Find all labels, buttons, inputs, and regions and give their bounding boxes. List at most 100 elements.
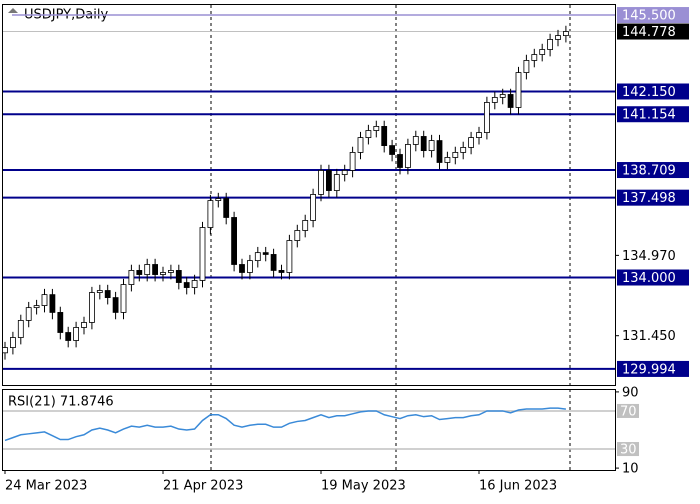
candle-body	[563, 31, 569, 36]
candle-body	[49, 294, 56, 313]
current-price-label: 144.778	[622, 25, 676, 40]
level-label: 138.709	[622, 164, 676, 179]
candle-body	[2, 347, 8, 354]
candle-body	[246, 260, 253, 273]
rsi-level-label: 30	[620, 443, 637, 458]
candle-body	[333, 174, 340, 191]
candle-body	[223, 198, 230, 218]
resistance-label-box	[617, 7, 689, 24]
candle-body	[373, 126, 380, 131]
candle-body	[136, 270, 143, 275]
level-label-box	[617, 269, 689, 286]
x-tick-label: 21 Apr 2023	[163, 479, 243, 494]
candle-body	[57, 312, 64, 333]
level-label: 134.000	[622, 271, 676, 286]
candle-body	[65, 332, 72, 341]
candle-body	[531, 54, 538, 61]
candle-body	[144, 264, 151, 275]
rsi-level-label: 70	[620, 404, 637, 419]
candle-body	[325, 170, 332, 191]
candle-body	[294, 230, 301, 241]
candle-body	[436, 140, 443, 163]
candle-body	[175, 270, 182, 283]
candle-body	[17, 320, 24, 338]
candle-body	[120, 284, 127, 313]
candle-body	[539, 49, 546, 55]
candle-body	[318, 170, 324, 195]
candle-body	[199, 227, 206, 281]
candle-body	[499, 94, 506, 98]
candle-body	[128, 270, 135, 285]
y-tick-label: 131.450	[622, 329, 676, 344]
candle-body	[420, 136, 427, 152]
level-label: 129.994	[622, 362, 676, 377]
candle-body	[397, 154, 403, 168]
candle-body	[286, 240, 293, 273]
candle-body	[231, 217, 238, 265]
candle-body	[404, 144, 411, 168]
price-panel	[2, 4, 616, 386]
candle-body	[491, 97, 498, 103]
level-label-box	[617, 83, 689, 100]
resistance-label: 145.500	[622, 9, 676, 24]
candle-body	[152, 264, 159, 275]
candle-body	[41, 294, 48, 306]
candle-body	[547, 39, 553, 50]
rsi-tick-label: 10	[622, 462, 639, 477]
rsi-label: RSI(21) 71.8746	[8, 395, 114, 410]
candle-body	[167, 270, 174, 273]
candle-body	[25, 307, 32, 321]
y-tick-label: 134.970	[622, 249, 676, 264]
rsi-level-box	[617, 442, 639, 457]
level-label: 137.498	[622, 191, 676, 206]
candle-body	[310, 194, 317, 221]
candle-body	[270, 254, 277, 271]
candle-body	[483, 102, 490, 133]
candle-body	[302, 220, 309, 231]
candle-body	[191, 280, 198, 288]
candle-body	[381, 126, 388, 146]
candle-body	[96, 290, 103, 293]
level-label: 142.150	[622, 85, 676, 100]
candle-body	[507, 94, 514, 108]
level-label-box	[617, 106, 689, 123]
candle-body	[254, 252, 261, 262]
candle-body	[523, 60, 530, 73]
candle-body	[341, 170, 348, 175]
current-price-label-box	[617, 23, 689, 40]
candle-body	[73, 327, 79, 341]
candle-body	[262, 252, 269, 255]
candle-body	[412, 136, 419, 145]
candle-body	[468, 137, 475, 148]
candle-body	[349, 152, 356, 171]
rsi-panel	[2, 389, 616, 471]
candle-body	[460, 147, 467, 153]
candle-body	[389, 145, 396, 155]
level-label: 141.154	[622, 108, 676, 123]
candle-body	[444, 157, 451, 163]
candle-body	[357, 137, 364, 153]
level-label-box	[617, 189, 689, 206]
x-tick-label: 16 Jun 2023	[479, 479, 557, 494]
candle-body	[112, 297, 119, 313]
candle-body	[9, 337, 16, 348]
candle-body	[452, 152, 459, 158]
rsi-level-box	[617, 403, 639, 418]
candle-body	[160, 272, 166, 275]
x-tick-label: 19 May 2023	[321, 479, 406, 494]
level-label-box	[617, 162, 689, 179]
rsi-tick-label: 90	[622, 385, 639, 400]
x-tick-label: 24 Mar 2023	[5, 479, 87, 494]
candle-body	[215, 198, 222, 201]
symbol-icon	[8, 8, 18, 13]
candle-body	[207, 200, 214, 228]
level-label-box	[617, 360, 689, 377]
candle-body	[428, 140, 435, 152]
candle-body	[278, 270, 285, 273]
candle-body	[183, 282, 190, 288]
candle-body	[515, 72, 522, 108]
candle-body	[365, 130, 372, 139]
candle-body	[33, 305, 40, 309]
